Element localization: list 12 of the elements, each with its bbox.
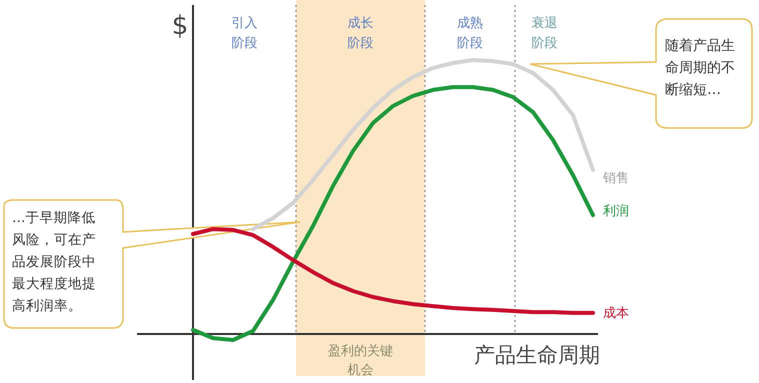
text: 成长阶段 — [348, 16, 374, 51]
text: …于早期降低风险，可在产品发展阶段中最大程度地提高利润率。 — [12, 210, 96, 314]
text: 引入阶段 — [232, 16, 258, 51]
series-label: 成本 — [603, 306, 629, 321]
text: 成熟阶段 — [457, 16, 483, 51]
y-axis-title: $ — [172, 11, 188, 41]
text: 衰退阶段 — [532, 15, 558, 51]
text: 随着产品生命周期的不断缩短… — [665, 38, 735, 98]
series-label: 销售 — [602, 170, 629, 186]
text: 盈利的关键机会 — [328, 344, 393, 378]
x-axis-title: 产品生命周期 — [474, 343, 600, 367]
series-label: 利润 — [603, 204, 629, 220]
